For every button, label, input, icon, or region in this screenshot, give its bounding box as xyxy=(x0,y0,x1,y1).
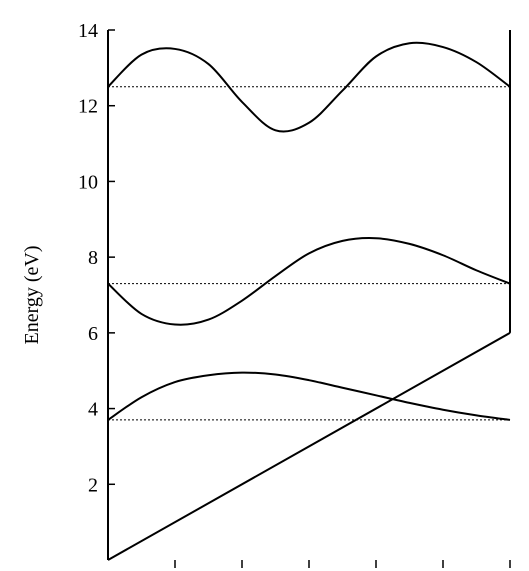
y-tick-label: 4 xyxy=(88,399,98,421)
series-line-3 xyxy=(107,41,511,133)
y-tick-label: 8 xyxy=(88,247,98,269)
reference-lines xyxy=(108,86,510,421)
y-tick-label: 2 xyxy=(88,474,98,496)
y-tick-label: 6 xyxy=(88,323,98,345)
x-axis-ticks xyxy=(174,560,511,568)
series-line-4 xyxy=(107,331,511,561)
y-tick-label: 10 xyxy=(78,171,98,193)
chart-series xyxy=(107,30,511,561)
y-tick-label: 14 xyxy=(78,20,98,42)
y-tick-label: 12 xyxy=(78,96,98,118)
series-line-1 xyxy=(107,371,511,421)
y-axis-label: Energy (eV) xyxy=(21,245,43,344)
y-axis: 2 4 6 8 10 12 14 xyxy=(78,20,115,560)
series-line-2 xyxy=(107,237,511,326)
